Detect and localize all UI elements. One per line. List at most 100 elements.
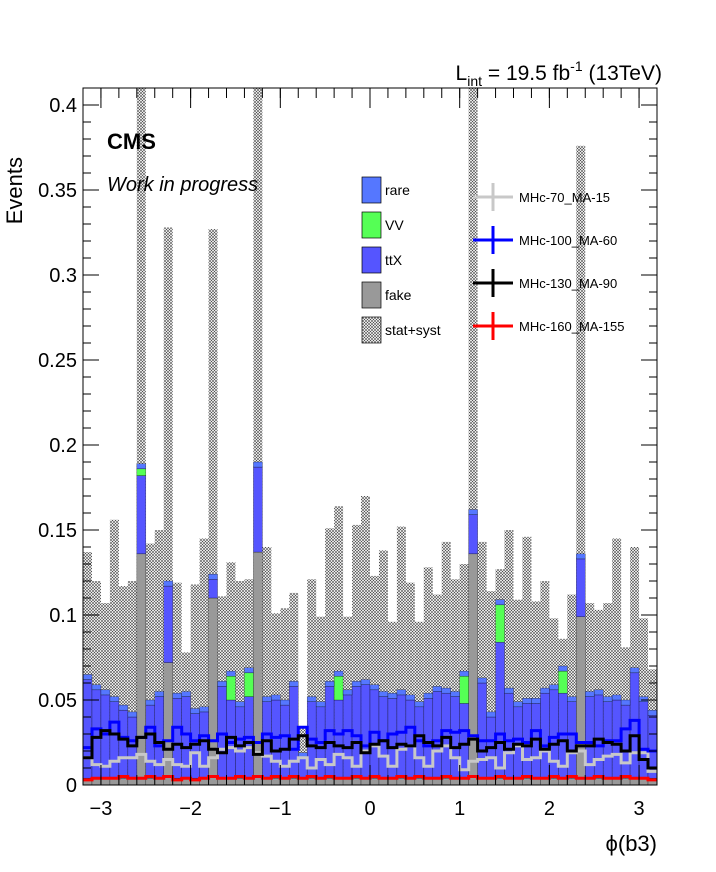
rare-bar xyxy=(432,686,442,692)
ttX-bar xyxy=(208,579,218,599)
rare-bar xyxy=(235,701,245,708)
rare-bar xyxy=(378,691,389,697)
rare-bar xyxy=(459,670,469,677)
rare-bar xyxy=(181,691,191,697)
rare-bar xyxy=(127,711,138,718)
legend-label: ttX xyxy=(385,252,403,268)
uncertainty-bin xyxy=(630,547,640,785)
uncertainty-bin xyxy=(504,530,514,785)
uncertainty-bin xyxy=(307,579,317,785)
rare-bar xyxy=(477,677,487,684)
MHc-100_MA-60-line xyxy=(83,718,657,753)
uncertainty-bin xyxy=(477,541,487,785)
rare-bar xyxy=(504,687,514,694)
rare-bar xyxy=(602,696,613,702)
uncertainty-bin xyxy=(603,603,613,785)
rare-bar xyxy=(468,509,478,515)
rare-bar xyxy=(558,665,568,672)
uncertainty-bin xyxy=(396,526,406,785)
uncertainty-bin xyxy=(190,584,200,785)
uncertainty-bin xyxy=(109,519,119,785)
legend-swatch-ttX xyxy=(361,246,382,274)
cms-sublabel: Work in progress xyxy=(107,174,258,196)
fake-bar xyxy=(136,553,147,786)
rare-bar xyxy=(82,674,93,680)
rare-bar xyxy=(513,701,523,708)
rare-bar xyxy=(244,667,254,674)
legend-label: stat+syst xyxy=(385,322,441,338)
rare-bar xyxy=(576,553,586,560)
uncertainty-bin xyxy=(567,594,577,785)
uncertainty-bin xyxy=(405,582,415,785)
uncertainty-bin xyxy=(334,506,344,785)
VV-bar xyxy=(136,468,147,476)
uncertainty-bin xyxy=(208,229,218,786)
rare-bar xyxy=(620,699,631,706)
rare-bar xyxy=(109,696,120,702)
x-tick-label: 0 xyxy=(364,798,375,820)
uncertainty-bin xyxy=(136,88,146,785)
MHc-130_MA-90-line xyxy=(83,729,657,770)
VV-bar xyxy=(226,675,236,701)
fake-bar xyxy=(163,662,173,786)
rare-bar xyxy=(629,667,640,674)
y-tick-label: 0.3 xyxy=(49,265,77,287)
uncertainty-bin xyxy=(531,601,541,785)
ttX-bar xyxy=(217,686,227,779)
rare-bar xyxy=(549,684,559,691)
rare-bar xyxy=(253,461,263,468)
VV-bar xyxy=(244,672,254,697)
uncertainty-bin xyxy=(450,579,460,785)
uncertainty-bin xyxy=(576,145,586,786)
rare-bar xyxy=(172,692,182,699)
rare-bar xyxy=(450,691,460,697)
uncertainty-bin xyxy=(235,581,245,785)
x-tick-label: 1 xyxy=(454,798,465,820)
rare-bar xyxy=(118,704,129,711)
x-tick-label: 3 xyxy=(634,798,645,820)
ttX-bar xyxy=(468,514,478,555)
uncertainty-bin xyxy=(325,528,335,785)
rare-bar xyxy=(199,706,209,713)
x-tick-label: −1 xyxy=(269,798,292,820)
x-tick-label: −3 xyxy=(90,798,113,820)
uncertainty-bin xyxy=(486,591,496,785)
rare-bar xyxy=(217,681,227,687)
rare-bar xyxy=(396,689,407,696)
rare-bar xyxy=(405,694,416,701)
rare-bar xyxy=(315,701,326,708)
y-tick-label: 0.35 xyxy=(38,180,77,202)
rare-bar xyxy=(593,689,604,696)
uncertainty-bin xyxy=(280,608,290,785)
legend-label: rare xyxy=(385,182,410,198)
legend-label: MHc-160_MA-155 xyxy=(519,319,625,334)
rare-bar xyxy=(540,687,550,694)
uncertainty-bin xyxy=(83,552,92,785)
legend-label: MHc-130_MA-90 xyxy=(519,276,617,291)
VV-bar xyxy=(495,604,505,643)
ttX-bar xyxy=(477,682,487,779)
uncertainty-bin xyxy=(370,575,379,785)
uncertainty-bin xyxy=(540,581,550,785)
rare-bar xyxy=(324,681,335,687)
uncertainty-bin xyxy=(145,543,155,785)
lumi-label: Lint = 19.5 fb-1 (13TeV) xyxy=(456,58,662,89)
rare-bar xyxy=(163,580,173,587)
uncertainty-bin xyxy=(468,88,478,785)
rare-bar xyxy=(647,709,658,716)
uncertainty-bin xyxy=(172,582,182,785)
y-tick-label: 0 xyxy=(66,775,77,797)
y-tick-label: 0.25 xyxy=(38,350,77,372)
rare-bar xyxy=(262,696,272,702)
y-tick-label: 0.1 xyxy=(49,605,77,627)
legend-label: MHc-70_MA-15 xyxy=(519,190,610,205)
legend-label: MHc-100_MA-60 xyxy=(519,233,617,248)
rare-bar xyxy=(638,696,649,702)
rare-bar xyxy=(567,696,577,702)
rare-bar xyxy=(423,692,434,699)
rare-bar xyxy=(495,599,505,606)
y-tick-label: 0.2 xyxy=(49,435,77,457)
rare-bar xyxy=(360,679,371,685)
legend: rare VV ttX fake stat+syst MHc-70_MA-15 MHc-10… xyxy=(361,176,625,344)
ttX-bar xyxy=(253,466,263,553)
